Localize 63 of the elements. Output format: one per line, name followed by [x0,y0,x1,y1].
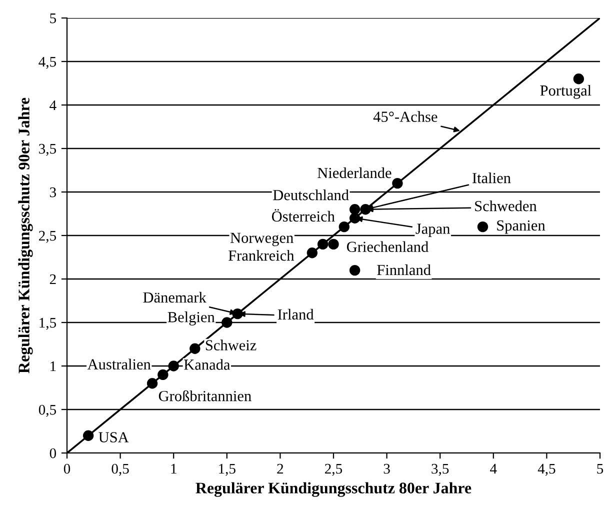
annotation: Portugal [540,84,592,99]
point [168,360,179,372]
point [349,204,360,215]
point [573,74,584,84]
x-tick-label: 5 [597,464,604,474]
y-tick-label: 3 [50,187,56,198]
point [392,178,403,189]
y-tick-label: 4,5 [38,56,56,69]
annotation: Schweiz [206,340,256,350]
annotation: Österreich [272,209,335,222]
point [317,238,328,250]
x-tick-label: 3,5 [432,464,449,476]
y-tick-label: 2 [50,274,56,284]
point [306,248,318,258]
annotation: Finnland [377,264,431,276]
point [338,221,350,232]
point [222,317,232,328]
annotation: Schweden [475,200,537,212]
y-tick-label: 5 [50,14,56,24]
annotation: Japan [416,224,450,238]
point [477,221,488,232]
annotation: Spanien [497,220,546,234]
y-tick-label: 0 [50,448,56,458]
point [328,238,339,250]
annotation: USA [98,432,129,442]
annotation: Frankreich [228,250,294,261]
x-tick-label: 4,5 [538,464,556,476]
point [349,264,360,276]
point [190,343,200,354]
point [82,430,94,441]
annotation: Griechenland [346,241,428,252]
x-tick-label: 0 [64,464,70,474]
annotation: Dänemark [143,292,206,303]
x-axis-title: Regulärer Kündigungsschutz 80er Jahre [196,482,472,497]
y-tick-label: 3,5 [39,144,56,156]
x-tick-label: 2 [277,464,284,474]
annotation: Australien [87,358,151,370]
annotation: Irland [278,308,314,320]
annotation: Deutschland [273,189,349,200]
point [158,369,168,380]
annotation: Italien [472,172,511,184]
y-tick-label: 4 [50,100,56,110]
x-tick-label: 1 [171,464,176,474]
x-tick-label: 1,5 [219,464,236,476]
annotation: Niederlande [318,167,392,178]
y-tick-label: 1,5 [40,318,56,330]
y-axis-title: Regulärer Kündigungsschutz 90er Jahre [18,98,33,374]
point [360,204,371,215]
annotation: Norwegen [230,232,294,246]
x-tick-label: 3 [384,464,390,474]
y-tick-label: 1 [50,361,56,372]
point [146,378,158,389]
x-tick-label: 4 [490,464,497,474]
x-tick-label: 0,5 [112,464,129,476]
y-tick-label: 2,5 [38,230,56,243]
annotation: Kanada [184,359,230,370]
point [232,308,243,320]
point [349,212,360,224]
annotation: Großbritannien [158,390,252,402]
annotation: Belgien [168,312,215,326]
y-tick-label: 0,5 [38,404,56,417]
annotation: 45°-Achse [373,111,438,122]
x-tick-label: 2,5 [325,464,342,476]
